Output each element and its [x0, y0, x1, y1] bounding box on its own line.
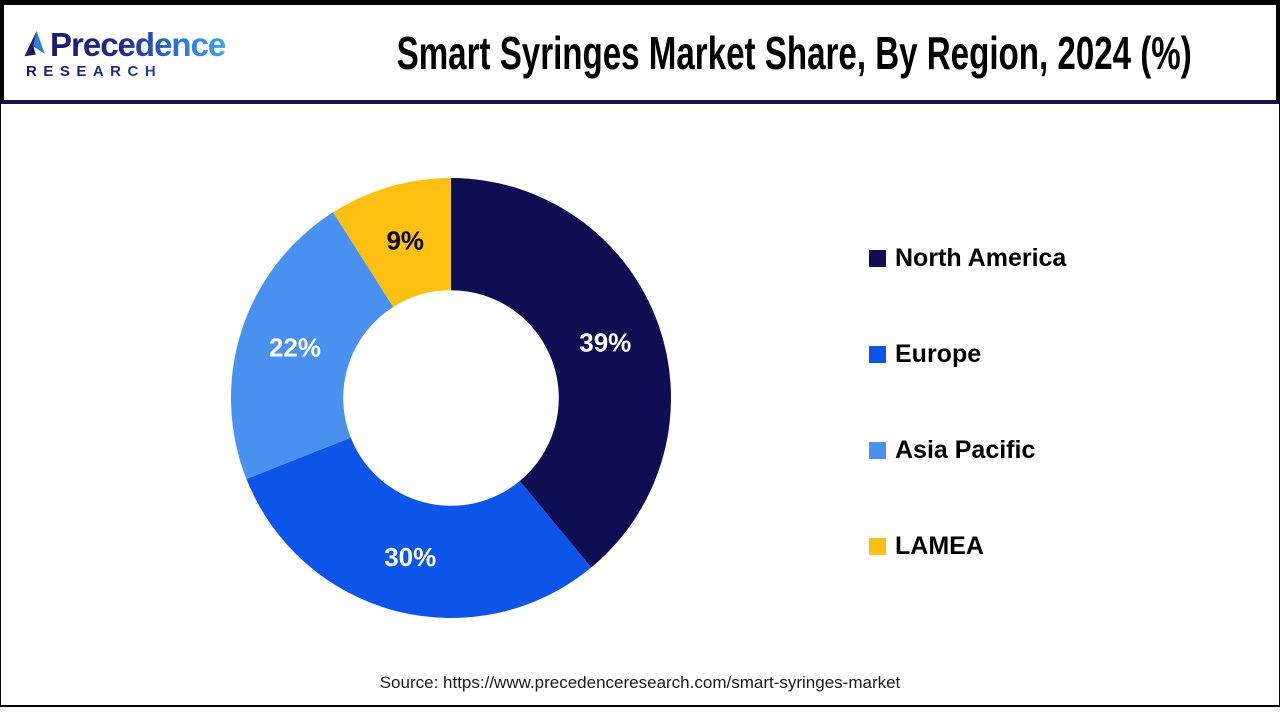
page-title: Smart Syringes Market Share, By Region, …: [396, 26, 1192, 79]
legend-label-north-america: North America: [895, 244, 1067, 272]
slice-label-europe: 30%: [384, 542, 436, 572]
brand-logo: Precedence RESEARCH: [22, 27, 242, 79]
brand-name: Precedence: [50, 25, 226, 63]
legend-item-europe: Europe: [869, 340, 1066, 369]
legend-label-asia-pacific: Asia Pacific: [895, 436, 1036, 464]
legend-item-asia-pacific: Asia Pacific: [869, 436, 1066, 465]
donut-slice-europe: [246, 437, 592, 618]
donut-slice-north-america: [451, 178, 671, 568]
slice-label-north-america: 39%: [579, 327, 631, 357]
legend-label-lamea: LAMEA: [895, 532, 984, 560]
slice-label-lamea: 9%: [386, 226, 424, 256]
legend-item-lamea: LAMEA: [869, 532, 1066, 561]
legend-swatch-europe: [869, 346, 886, 363]
legend-swatch-lamea: [869, 538, 886, 555]
legend-swatch-north-america: [869, 250, 886, 267]
donut-slice-lamea: [333, 178, 451, 307]
paper-plane-icon: [24, 30, 45, 56]
legend-item-north-america: North America: [869, 244, 1066, 273]
source-text: Source: https://www.precedenceresearch.c…: [379, 673, 901, 692]
legend-swatch-asia-pacific: [869, 442, 886, 459]
legend-label-europe: Europe: [895, 340, 982, 368]
slice-label-asia-pacific: 22%: [269, 332, 321, 362]
chart-legend: North America Europe Asia Pacific LAMEA: [869, 244, 1066, 561]
donut-slice-asia-pacific: [231, 212, 394, 479]
donut-chart: 39% 30% 22% 9%: [231, 178, 671, 618]
brand-subtitle: RESEARCH: [26, 64, 242, 79]
header: Precedence RESEARCH Smart Syringes Marke…: [0, 0, 1280, 104]
chart-area: 39% 30% 22% 9% North America Europe Asia Paci…: [0, 104, 1280, 707]
title-area: Smart Syringes Market Share, By Region, …: [242, 26, 1280, 80]
